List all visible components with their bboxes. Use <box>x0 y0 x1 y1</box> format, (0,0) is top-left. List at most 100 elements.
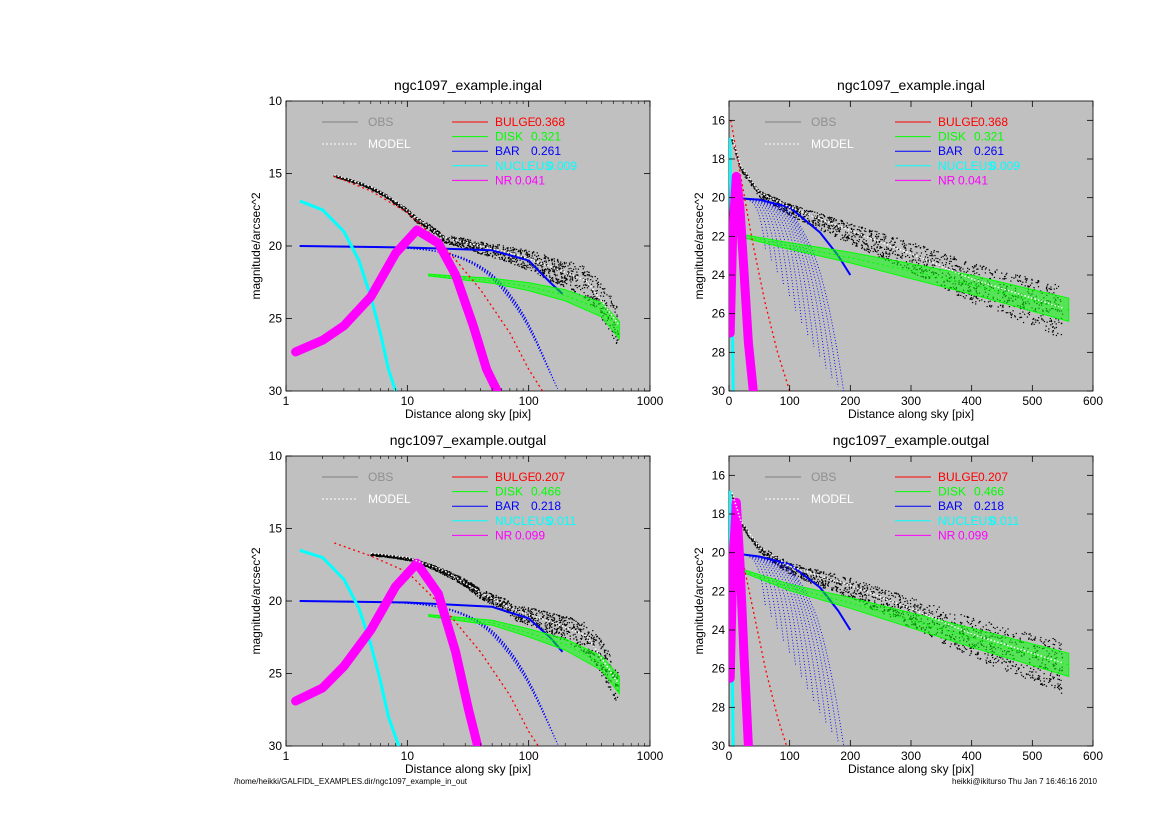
obs-point <box>609 686 612 688</box>
obs-point <box>1049 320 1051 322</box>
obs-point <box>849 595 851 598</box>
obs-point <box>560 276 563 278</box>
obs-point <box>425 225 427 228</box>
obs-point <box>567 270 569 273</box>
obs-point <box>434 568 437 570</box>
obs-point <box>560 273 562 275</box>
obs-point <box>827 226 829 229</box>
obs-point <box>565 616 568 618</box>
obs-point <box>466 581 468 583</box>
obs-point <box>605 680 607 682</box>
obs-point <box>452 578 454 581</box>
obs-point <box>589 296 591 298</box>
obs-point <box>750 184 753 187</box>
obs-point <box>564 282 566 284</box>
obs-point <box>554 632 557 634</box>
obs-point <box>526 618 528 621</box>
obs-point <box>497 605 500 608</box>
obs-point <box>987 301 990 303</box>
obs-point <box>495 596 498 598</box>
obs-point <box>468 243 470 245</box>
obs-point <box>934 264 936 267</box>
obs-point <box>858 226 860 228</box>
obs-point <box>543 614 545 617</box>
obs-point <box>554 266 557 269</box>
obs-point <box>565 617 567 619</box>
obs-point <box>488 599 491 602</box>
obs-point <box>817 578 819 581</box>
obs-point <box>530 610 533 613</box>
obs-point <box>964 262 966 264</box>
obs-point <box>883 236 885 238</box>
obs-point <box>925 264 928 267</box>
obs-point <box>459 238 461 240</box>
obs-point <box>452 243 455 245</box>
obs-point <box>605 681 608 684</box>
obs-point <box>906 254 909 257</box>
obs-point <box>1060 322 1063 324</box>
obs-point <box>386 197 388 199</box>
obs-point <box>587 632 590 635</box>
obs-point <box>509 615 512 617</box>
obs-point <box>592 629 594 632</box>
obs-point <box>424 223 426 225</box>
obs-point <box>817 224 819 226</box>
obs-point <box>1025 281 1027 283</box>
legend-nr-value: 0.099 <box>515 528 545 542</box>
obs-point <box>991 305 993 307</box>
obs-point <box>573 625 575 627</box>
obs-point <box>489 246 492 248</box>
obs-point <box>1035 282 1037 284</box>
obs-point <box>556 258 559 261</box>
obs-point <box>492 601 494 603</box>
legend-nucleus-label: NUCLEUS <box>495 159 552 173</box>
obs-point <box>583 621 585 624</box>
obs-point <box>871 240 874 242</box>
obs-point <box>509 608 511 611</box>
obs-point <box>407 558 410 561</box>
obs-point <box>533 619 535 621</box>
obs-point <box>499 253 502 256</box>
obs-point <box>885 235 887 238</box>
obs-point <box>967 270 969 272</box>
obs-point <box>823 223 826 226</box>
obs-point <box>884 237 887 239</box>
obs-point <box>571 278 574 280</box>
obs-point <box>758 551 760 553</box>
obs-point <box>569 638 572 640</box>
obs-point <box>990 272 992 275</box>
obs-point <box>434 232 436 234</box>
obs-point <box>781 200 783 203</box>
obs-point <box>1027 285 1029 287</box>
obs-point <box>512 260 514 263</box>
obs-point <box>520 254 522 256</box>
obs-point <box>784 209 787 212</box>
obs-point <box>883 240 885 242</box>
obs-point <box>769 195 772 198</box>
x-tick-label: 1 <box>283 394 290 408</box>
obs-point <box>534 254 536 256</box>
x-tick-label: 100 <box>519 749 539 763</box>
obs-point <box>478 244 480 247</box>
obs-point <box>552 266 555 268</box>
obs-point <box>837 223 839 225</box>
obs-point <box>523 267 526 270</box>
obs-point <box>971 620 973 622</box>
obs-point <box>811 210 814 213</box>
obs-point <box>547 257 549 259</box>
legend-obs-label: OBS <box>368 470 393 484</box>
obs-point <box>439 232 441 234</box>
obs-point <box>554 273 556 276</box>
obs-point <box>584 632 586 635</box>
obs-point <box>814 218 816 220</box>
obs-point <box>566 632 568 635</box>
obs-point <box>1026 316 1029 318</box>
obs-point <box>575 636 577 638</box>
obs-point <box>944 287 946 290</box>
obs-point <box>753 187 755 189</box>
obs-point <box>522 261 524 263</box>
obs-point <box>854 225 856 227</box>
obs-point <box>845 240 847 242</box>
obs-point <box>1055 318 1057 320</box>
obs-point <box>595 650 597 652</box>
